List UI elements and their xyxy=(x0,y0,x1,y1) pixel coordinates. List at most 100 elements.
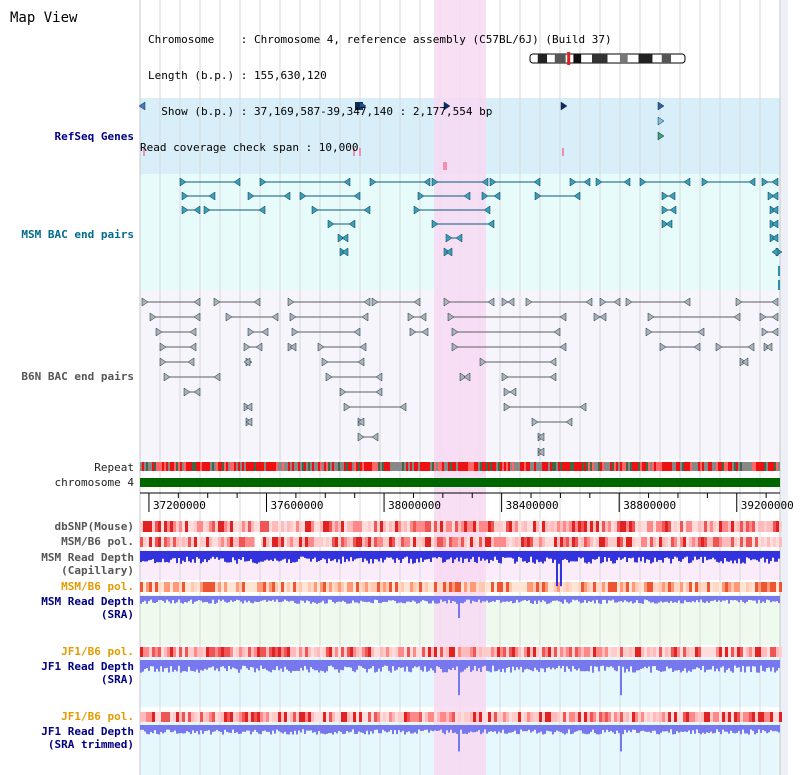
capillary-depth-bar xyxy=(502,551,504,558)
jf1-depth-bar xyxy=(708,660,710,670)
msm-pol2-cell xyxy=(293,582,296,592)
chromosome-ideogram[interactable] xyxy=(530,52,685,64)
jf1-trim-depth-bar xyxy=(492,725,494,732)
capillary-depth-bar xyxy=(736,551,738,564)
msm-pol-cell xyxy=(482,537,485,547)
msm-sra-depth-bar xyxy=(406,596,408,602)
dbsnp-cell xyxy=(170,521,173,532)
jf1-pol2-cell xyxy=(593,712,596,722)
dbsnp-cell xyxy=(518,521,521,532)
b6n-bac-pair-end xyxy=(189,327,197,337)
msm-pol2-cell xyxy=(335,582,338,592)
track-label-msm-depth-sra[interactable]: MSM Read Depth xyxy=(41,595,134,608)
repeat-segment xyxy=(218,462,220,471)
jf1-depth-bar xyxy=(508,660,510,668)
msm-sra-depth-bar xyxy=(438,596,440,604)
dbsnp-cell xyxy=(539,521,542,532)
capillary-depth-bar xyxy=(636,551,638,563)
jf1-depth-bar xyxy=(496,660,498,672)
track-label-dbsnp[interactable]: dbSNP(Mouse) xyxy=(54,520,134,533)
jf1-depth-bar xyxy=(432,660,434,671)
dbsnp-cell xyxy=(764,521,767,532)
jf1-pol2-cell xyxy=(158,712,161,722)
msm-sra-depth-bar xyxy=(194,596,196,602)
repeat-segment xyxy=(302,462,304,471)
repeat-segment xyxy=(304,462,306,471)
track-label-jf1-depth[interactable]: JF1 Read Depth xyxy=(41,660,134,673)
b6n-bac-pair-end xyxy=(647,312,655,322)
dbsnp-cell xyxy=(332,521,335,532)
msm-pol-cell xyxy=(206,537,209,547)
msm-pol2-cell xyxy=(527,582,530,592)
jf1-pol-cell xyxy=(506,647,509,657)
track-label-jf1-pol-1[interactable]: JF1/B6 pol. xyxy=(61,645,134,658)
msm-pol2-cell xyxy=(641,582,644,592)
msm-pol2-cell xyxy=(383,582,386,592)
dbsnp-cell xyxy=(269,521,272,532)
msm-pol2-cell xyxy=(290,582,293,592)
msm-bac-edge xyxy=(778,266,780,276)
track-label-refseq[interactable]: RefSeq Genes xyxy=(54,130,134,143)
jf1-trim-depth-bar xyxy=(560,725,562,733)
dbsnp-cell xyxy=(488,521,491,532)
capillary-depth-bar xyxy=(494,551,496,557)
jf1-trim-depth-bar xyxy=(662,725,664,732)
track-label-jf1-pol-2[interactable]: JF1/B6 pol. xyxy=(61,710,134,723)
msm-pol2-cell xyxy=(548,582,551,592)
jf1-depth-bar xyxy=(160,660,162,667)
msm-pol2-cell xyxy=(227,582,230,592)
jf1-pol2-cell xyxy=(305,712,308,722)
msm-sra-depth-bar xyxy=(558,596,560,602)
jf1-pol2-cell xyxy=(413,712,416,722)
jf1-depth-bar xyxy=(320,660,322,671)
msm-pol-cell xyxy=(464,537,467,547)
track-label-jf1-trimmed[interactable]: JF1 Read Depth xyxy=(41,725,134,738)
jf1-trim-depth-bar xyxy=(140,725,142,730)
b6n-bac-pair-end xyxy=(159,357,167,367)
jf1-depth-bar xyxy=(610,660,612,667)
msm-sra-depth-bar xyxy=(268,596,270,601)
dbsnp-cell xyxy=(530,521,533,532)
repeat-segment xyxy=(554,462,556,471)
msm-pol-cell xyxy=(650,537,653,547)
capillary-depth-bar xyxy=(364,551,366,559)
jf1-pol-cell xyxy=(251,647,254,657)
track-label-msm-pol-1[interactable]: MSM/B6 pol. xyxy=(61,535,134,548)
msm-pol2-cell xyxy=(590,582,593,592)
capillary-depth-bar xyxy=(390,551,392,558)
jf1-pol-cell xyxy=(740,647,743,657)
jf1-pol-cell xyxy=(482,647,485,657)
msm-sra-depth-bar xyxy=(288,596,290,602)
track-label-msm-pol-2[interactable]: MSM/B6 pol. xyxy=(61,580,134,593)
jf1-trim-depth-bar xyxy=(386,725,388,733)
repeat-segment xyxy=(622,462,624,471)
jf1-trim-depth-bar xyxy=(382,725,384,730)
jf1-depth-bar xyxy=(476,660,478,672)
repeat-segment xyxy=(232,462,234,471)
b6n-bac-pair-end xyxy=(213,297,221,307)
jf1-trim-depth-bar xyxy=(366,725,368,731)
jf1-depth-bar xyxy=(600,660,602,667)
capillary-depth-bar xyxy=(348,551,350,562)
msm-pol2-cell xyxy=(251,582,254,592)
msm-sra-depth-bar xyxy=(402,596,404,604)
msm-pol-cell xyxy=(182,537,185,547)
track-label-b6n-bac[interactable]: B6N BAC end pairs xyxy=(21,370,134,383)
msm-sra-depth-bar xyxy=(326,596,328,604)
jf1-pol-cell xyxy=(620,647,623,657)
repeat-segment xyxy=(296,462,298,471)
msm-pol-cell xyxy=(731,537,734,547)
track-label-msm-bac[interactable]: MSM BAC end pairs xyxy=(21,228,134,241)
jf1-pol2-cell xyxy=(197,712,200,722)
capillary-depth-bar xyxy=(560,551,562,587)
jf1-depth-bar xyxy=(294,660,296,672)
jf1-trim-depth-bar xyxy=(344,725,346,734)
jf1-pol-cell xyxy=(596,647,599,657)
track-label-msm-depth-capillary[interactable]: MSM Read Depth xyxy=(41,551,134,564)
track-label-msm-depth-sra-sub: (SRA) xyxy=(100,608,134,621)
b6n-bac-pair-end xyxy=(549,357,557,367)
repeat-segment xyxy=(706,462,708,471)
repeat-segment xyxy=(224,462,226,471)
jf1-pol2-cell xyxy=(704,712,707,722)
